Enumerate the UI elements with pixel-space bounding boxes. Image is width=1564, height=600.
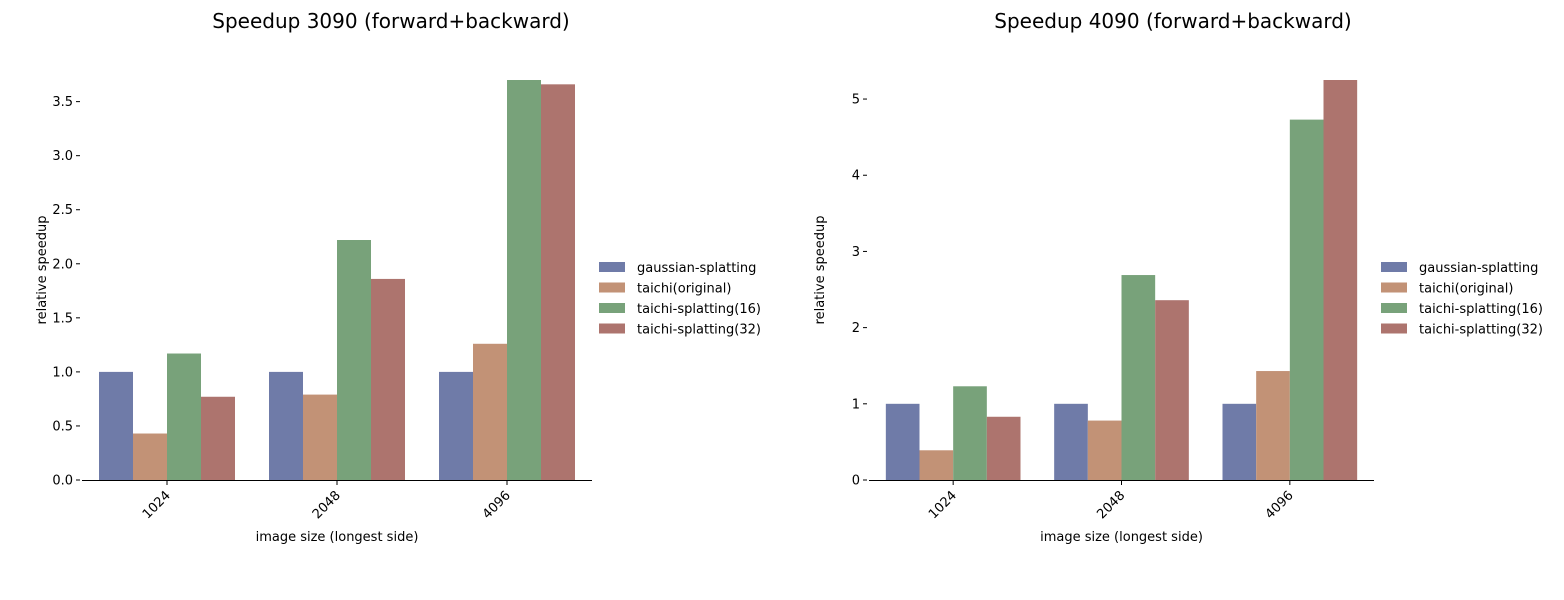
bars-group	[885, 80, 1358, 480]
legend-label-taichi-splatting-16-: taichi-splatting(16)	[637, 302, 761, 317]
legend-label-taichi-splatting-16-: taichi-splatting(16)	[1419, 302, 1543, 317]
x-axis-label: image size (longest side)	[256, 530, 419, 545]
legend-label-taichi-original-: taichi(original)	[637, 282, 731, 297]
chart-speedup-4090: Speedup 4090 (forward+backward) 0 1 2 3 4 5 102…	[782, 0, 1564, 600]
bars-group	[99, 80, 575, 480]
y-tick-label: 1	[852, 397, 860, 412]
bar-taichi-splatting-32--2048	[1155, 300, 1189, 480]
x-tick-label: 4096	[1263, 488, 1297, 522]
y-tick-label: 0	[852, 474, 860, 489]
bar-gaussian-splatting-1024	[99, 371, 133, 480]
chart-svg-4090: Speedup 4090 (forward+backward) 0 1 2 3 4 5 102…	[813, 9, 1543, 545]
bar-taichi-splatting-16--1024	[167, 353, 201, 480]
legend: gaussian-splatting taichi(original) taichi…	[1381, 261, 1543, 338]
y-axis-label: relative speedup	[813, 216, 828, 325]
y-tick-label: 2.0	[52, 257, 73, 272]
x-tick-label: 2048	[310, 488, 344, 522]
legend-swatch-gaussian-splatting	[599, 262, 625, 272]
bar-gaussian-splatting-2048	[1054, 403, 1088, 480]
bar-taichi-splatting-16--2048	[1121, 275, 1156, 480]
y-tick-label: 0.5	[52, 419, 73, 434]
y-tick-label: 3.5	[52, 95, 73, 110]
bar-taichi-splatting-32--4096	[541, 84, 575, 480]
legend-swatch-taichi-splatting-16-	[599, 303, 625, 313]
bar-gaussian-splatting-4096	[1222, 403, 1257, 480]
legend-swatch-taichi-original-	[1381, 282, 1407, 293]
chart-title: Speedup 3090 (forward+backward)	[212, 9, 569, 33]
bar-taichi-splatting-16--4096	[507, 80, 541, 480]
x-tick-label: 4096	[480, 488, 514, 522]
legend-label-taichi-splatting-32-: taichi-splatting(32)	[637, 323, 761, 338]
bar-taichi-splatting-16--4096	[1289, 119, 1324, 480]
bar-gaussian-splatting-1024	[885, 403, 920, 480]
y-tick-label: 3.0	[52, 149, 73, 164]
legend-swatch-taichi-splatting-32-	[1381, 323, 1407, 334]
bar-taichi-original--1024	[133, 433, 167, 480]
x-axis-label: image size (longest side)	[1040, 530, 1203, 545]
x-tick-label: 1024	[926, 488, 960, 522]
y-tick-label: 3	[852, 245, 860, 260]
y-tick-label: 0.0	[52, 474, 73, 489]
bar-gaussian-splatting-2048	[269, 371, 303, 480]
legend-label-gaussian-splatting: gaussian-splatting	[1419, 261, 1538, 276]
bar-taichi-original--4096	[473, 343, 507, 480]
legend-label-gaussian-splatting: gaussian-splatting	[637, 261, 756, 276]
bar-taichi-original--1024	[919, 450, 954, 480]
y-tick-label: 1.5	[52, 311, 73, 326]
bar-taichi-original--2048	[1087, 420, 1122, 480]
chart-speedup-3090: Speedup 3090 (forward+backward) 0.0 0.5 1.0…	[35, 9, 761, 545]
bar-taichi-splatting-32--2048	[371, 278, 405, 480]
chart-svg-3090: Speedup 3090 (forward+backward) 0.0 0.5 1.0…	[35, 9, 761, 545]
bar-taichi-splatting-16--2048	[337, 240, 371, 480]
bar-taichi-original--2048	[303, 394, 337, 480]
bar-gaussian-splatting-4096	[439, 371, 473, 480]
y-tick-label: 2.5	[52, 203, 73, 218]
y-axis-label: relative speedup	[35, 216, 50, 325]
legend-label-taichi-splatting-32-: taichi-splatting(32)	[1419, 323, 1543, 338]
legend-label-taichi-original-: taichi(original)	[1419, 282, 1513, 297]
bar-taichi-splatting-16--1024	[953, 386, 987, 480]
legend-swatch-gaussian-splatting	[1381, 262, 1407, 272]
y-tick-label: 4	[852, 169, 860, 184]
bar-taichi-original--4096	[1256, 371, 1290, 480]
legend-swatch-taichi-original-	[599, 282, 625, 293]
chart-title: Speedup 4090 (forward+backward)	[994, 9, 1351, 33]
legend-swatch-taichi-splatting-16-	[1381, 303, 1407, 313]
y-tick-label: 1.0	[52, 365, 73, 380]
bar-taichi-splatting-32--4096	[1323, 80, 1358, 480]
x-tick-label: 2048	[1094, 488, 1128, 522]
legend-swatch-taichi-splatting-32-	[599, 323, 625, 334]
bar-taichi-splatting-32--1024	[986, 416, 1021, 480]
legend: gaussian-splatting taichi(original) taichi…	[599, 261, 761, 338]
bar-taichi-splatting-32--1024	[201, 396, 235, 480]
y-tick-label: 2	[852, 321, 860, 336]
x-tick-label: 1024	[140, 488, 174, 522]
y-tick-label: 5	[852, 93, 860, 108]
